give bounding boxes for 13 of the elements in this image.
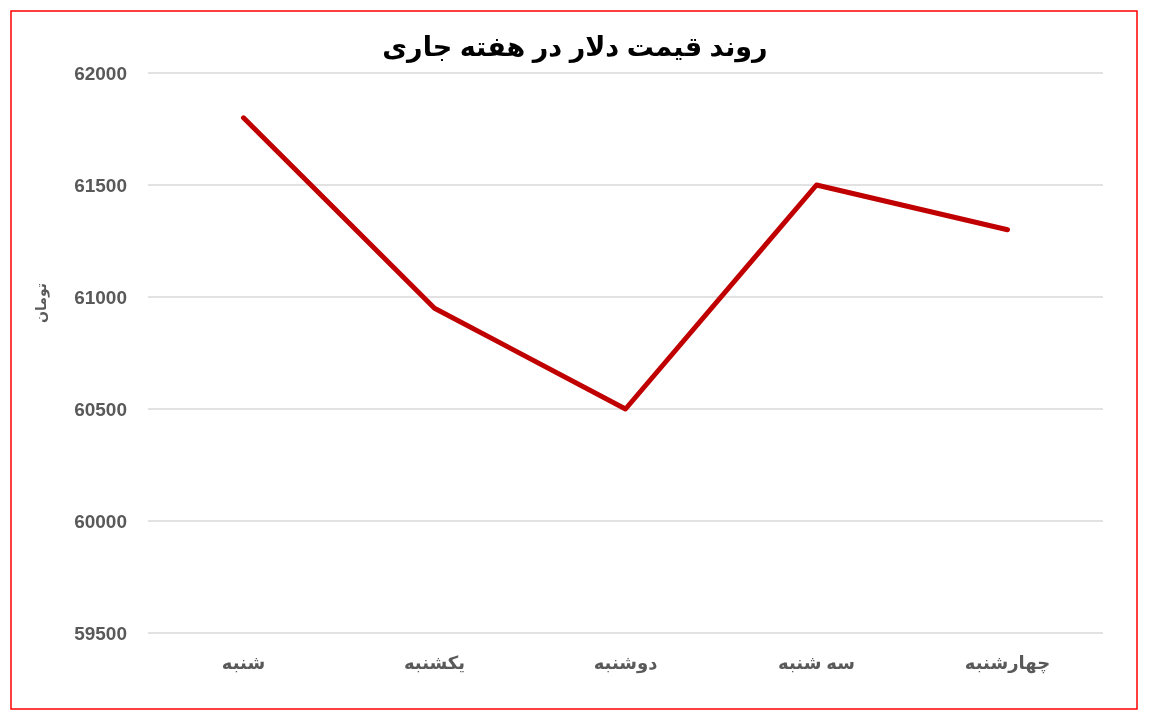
x-tick-label: یکشنبه [403, 653, 466, 673]
y-tick-label: 62000 [74, 63, 127, 84]
y-tick-label: 59500 [74, 623, 127, 644]
y-axis-title: تومان [33, 283, 50, 323]
y-tick-label: 60000 [74, 511, 127, 532]
y-tick-label: 61500 [74, 175, 127, 196]
chart-title: روند قیمت دلار در هفته جاری [382, 32, 768, 63]
x-tick-label: سه شنبه [778, 653, 855, 673]
y-tick-label: 61000 [74, 287, 127, 308]
x-tick-label: شنبه [221, 653, 266, 673]
x-tick-label: دوشنبه [593, 653, 658, 674]
x-tick-label: چهارشنبه [964, 653, 1051, 674]
y-tick-label: 60500 [74, 399, 127, 420]
